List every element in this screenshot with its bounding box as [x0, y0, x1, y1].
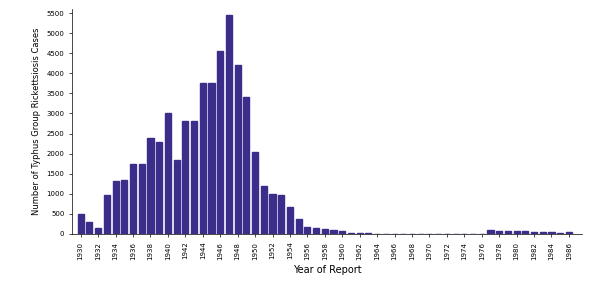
Bar	[278, 195, 284, 234]
Bar	[165, 113, 171, 234]
Bar	[156, 142, 162, 234]
Bar	[322, 230, 328, 234]
Bar	[261, 186, 267, 234]
Bar	[540, 232, 546, 234]
Bar	[331, 230, 337, 234]
Bar	[200, 83, 206, 234]
Bar	[557, 232, 563, 234]
Bar	[130, 164, 136, 234]
Bar	[365, 233, 371, 234]
Bar	[548, 232, 554, 234]
Bar	[226, 15, 232, 234]
Bar	[514, 231, 520, 234]
Bar	[148, 138, 154, 234]
Bar	[95, 228, 101, 234]
Bar	[121, 180, 127, 234]
Bar	[217, 51, 223, 234]
Bar	[139, 164, 145, 234]
Y-axis label: Number of Typhus Group Rickettsiosis Cases: Number of Typhus Group Rickettsiosis Cas…	[32, 28, 41, 215]
Bar	[566, 232, 572, 234]
Bar	[86, 221, 92, 234]
X-axis label: Year of Report: Year of Report	[293, 265, 361, 275]
Bar	[235, 65, 241, 234]
Bar	[496, 231, 502, 234]
Bar	[531, 232, 537, 234]
Bar	[252, 152, 258, 234]
Bar	[113, 182, 119, 234]
Bar	[505, 231, 511, 234]
Bar	[487, 230, 494, 234]
Bar	[522, 231, 529, 234]
Bar	[287, 208, 293, 234]
Bar	[304, 227, 310, 234]
Bar	[173, 160, 179, 234]
Bar	[244, 98, 250, 234]
Bar	[356, 233, 363, 234]
Bar	[182, 122, 188, 234]
Bar	[313, 228, 319, 234]
Bar	[208, 83, 215, 234]
Bar	[191, 122, 197, 234]
Bar	[339, 231, 346, 234]
Bar	[269, 194, 275, 234]
Bar	[104, 195, 110, 234]
Bar	[296, 219, 302, 234]
Bar	[348, 232, 354, 234]
Bar	[77, 214, 84, 234]
